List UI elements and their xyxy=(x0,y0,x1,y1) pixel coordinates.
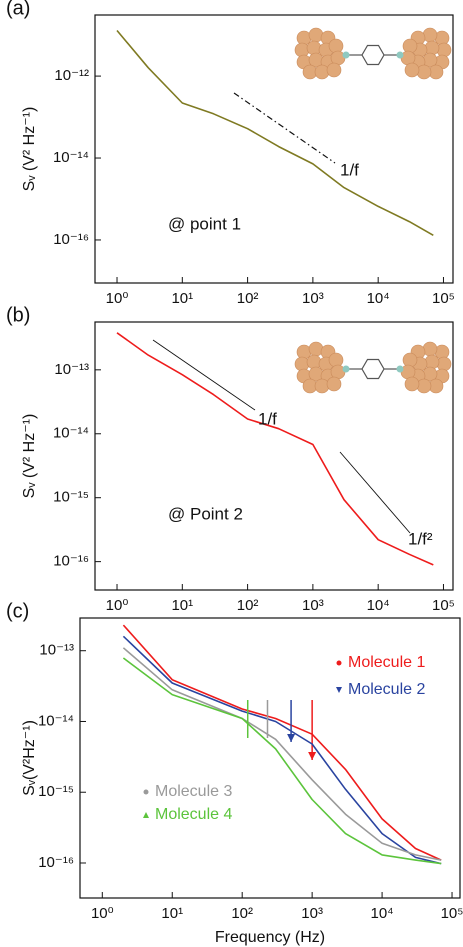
x-tick-label: 10⁵ xyxy=(432,290,455,307)
gold-atom xyxy=(314,378,330,394)
legend-label: Molecule 3 xyxy=(155,783,232,800)
y-tick-label: 10⁻¹² xyxy=(54,67,89,84)
x-tick-label: 10² xyxy=(237,597,259,614)
gold-atom xyxy=(294,356,310,372)
gold-atom xyxy=(308,341,324,357)
benzene-ring xyxy=(361,44,385,66)
y-tick-label: 10⁻¹⁵ xyxy=(38,783,74,800)
gold-atom xyxy=(436,42,452,58)
x-tick-label: 10⁰ xyxy=(91,905,114,922)
slope-guide xyxy=(339,451,411,534)
series-line xyxy=(116,29,434,236)
y-tick-label: 10⁻¹⁴ xyxy=(38,712,74,729)
sulfur-atom xyxy=(396,51,404,59)
arrow-head xyxy=(308,752,317,760)
x-tick-label: 10³ xyxy=(302,290,324,307)
gold-atom xyxy=(328,38,344,54)
x-tick-label: 10¹ xyxy=(171,597,193,614)
gold-atom xyxy=(422,341,438,357)
sulfur-atom xyxy=(342,365,350,373)
x-tick-label: 10⁰ xyxy=(106,290,129,307)
x-tick-label: 10³ xyxy=(301,905,323,922)
x-tick-label: 10¹ xyxy=(171,290,193,307)
gold-atom xyxy=(424,40,440,56)
sulfur-atom xyxy=(342,51,350,59)
y-tick-label: 10⁻¹⁵ xyxy=(53,489,89,506)
panel-label: (a) xyxy=(6,0,30,19)
legend-label: Molecule 2 xyxy=(348,681,425,698)
gold-atom xyxy=(402,352,418,368)
x-tick-label: 10⁰ xyxy=(106,597,129,614)
molecule-junction-icon xyxy=(294,27,452,80)
x-tick-label: 10² xyxy=(231,905,253,922)
gold-atom xyxy=(308,27,324,43)
x-tick-label: 10⁵ xyxy=(441,905,463,922)
plot-frame xyxy=(79,617,461,899)
panel-label: (b) xyxy=(6,304,30,326)
x-tick-label: 10³ xyxy=(302,597,324,614)
legend-label: Molecule 4 xyxy=(155,806,232,823)
y-axis-label: Sᵥ (V² Hz⁻¹) xyxy=(21,107,38,192)
x-tick-label: 10⁴ xyxy=(371,905,394,922)
y-tick-label: 10⁻¹⁶ xyxy=(53,553,89,570)
legend-marker xyxy=(143,812,149,818)
y-tick-label: 10⁻¹⁴ xyxy=(53,425,89,442)
gold-atom xyxy=(326,376,342,392)
gold-atom xyxy=(416,64,432,80)
sulfur-atom xyxy=(396,365,404,373)
gold-atom xyxy=(404,376,420,392)
x-tick-label: 10² xyxy=(237,290,259,307)
y-tick-label: 10⁻¹⁶ xyxy=(53,231,89,248)
series-line xyxy=(116,332,434,566)
plot-frame xyxy=(94,14,454,284)
gold-atom xyxy=(314,64,330,80)
annotation: @ point 1 xyxy=(168,214,241,233)
y-axis-label: Sᵥ (V² Hz⁻¹) xyxy=(21,414,38,499)
x-tick-label: 10⁴ xyxy=(367,597,390,614)
gold-atom xyxy=(422,27,438,43)
x-axis-label: Frequency (Hz) xyxy=(215,929,325,946)
slope-guide xyxy=(152,339,256,411)
x-tick-label: 10¹ xyxy=(161,905,183,922)
y-tick-label: 10⁻¹⁶ xyxy=(38,854,74,871)
gold-atom xyxy=(306,354,322,370)
gold-atom xyxy=(402,38,418,54)
x-tick-label: 10⁴ xyxy=(367,290,390,307)
y-tick-label: 10⁻¹³ xyxy=(54,361,89,378)
annotation: 1/f xyxy=(258,409,277,428)
gold-atom xyxy=(424,354,440,370)
benzene-ring xyxy=(361,358,385,380)
legend-marker xyxy=(336,660,342,666)
annotation: @ Point 2 xyxy=(168,504,243,523)
gold-atom xyxy=(404,62,420,78)
y-axis-label: Sᵥ(V²Hz⁻¹) xyxy=(21,720,38,796)
gold-atom xyxy=(328,352,344,368)
annotation: 1/f xyxy=(340,160,359,179)
x-tick-label: 10⁵ xyxy=(432,597,455,614)
gold-atom xyxy=(326,62,342,78)
slope-guide xyxy=(233,92,336,164)
annotation: 1/f² xyxy=(408,529,433,548)
molecule-junction-icon xyxy=(294,341,452,394)
series-line xyxy=(122,657,442,865)
legend-label: Molecule 1 xyxy=(348,654,425,671)
series-line xyxy=(122,635,442,865)
panel-label: (c) xyxy=(6,600,29,622)
series-line xyxy=(122,647,442,861)
y-tick-label: 10⁻¹³ xyxy=(39,642,74,659)
plot-frame xyxy=(94,321,454,591)
legend-marker xyxy=(143,789,149,795)
gold-atom xyxy=(294,42,310,58)
legend-marker xyxy=(336,687,342,693)
y-tick-label: 10⁻¹⁴ xyxy=(53,149,89,166)
arrow-head xyxy=(287,734,296,742)
gold-atom xyxy=(416,378,432,394)
gold-atom xyxy=(436,356,452,372)
gold-atom xyxy=(306,40,322,56)
